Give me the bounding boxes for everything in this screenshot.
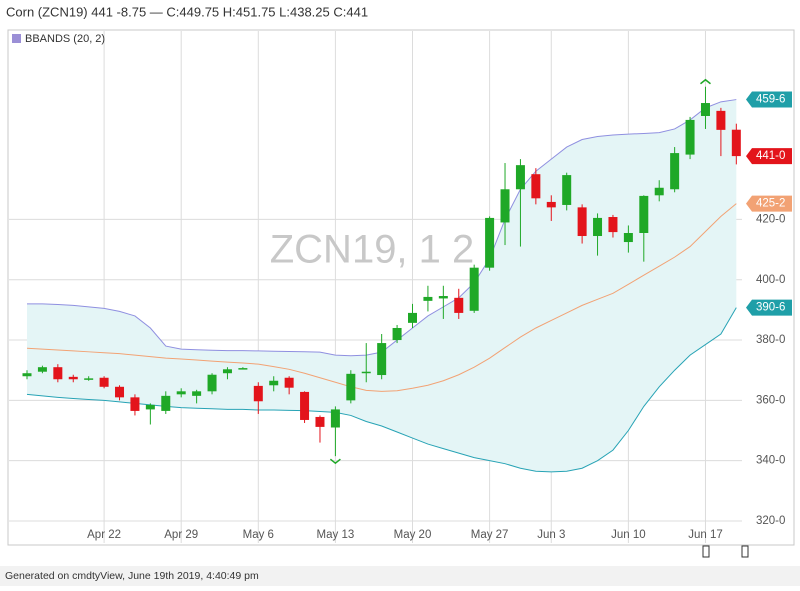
- candle-body: [222, 369, 232, 374]
- x-tick-label: May 27: [471, 529, 509, 541]
- candle-body: [361, 371, 371, 374]
- candle-body: [469, 267, 479, 311]
- candle-body: [438, 296, 448, 299]
- candle-body: [377, 343, 387, 376]
- candle-body: [392, 327, 402, 341]
- candle-body: [176, 391, 186, 395]
- candle-body: [99, 377, 109, 387]
- band-fill: [27, 99, 737, 472]
- candle-body: [577, 207, 587, 237]
- price-marker: [746, 195, 792, 212]
- candle-body: [22, 373, 32, 377]
- price-marker: [746, 91, 792, 108]
- candle-body: [315, 416, 325, 427]
- price-marker: [746, 148, 792, 165]
- y-tick-label: 400-0: [756, 274, 785, 286]
- candle-body: [654, 187, 664, 196]
- y-tick-label: 340-0: [756, 455, 785, 467]
- candle-body: [423, 296, 433, 301]
- x-tick-label: Apr 29: [164, 529, 198, 541]
- candle-body: [37, 367, 47, 372]
- y-tick-label: 420-0: [756, 213, 785, 225]
- candle-body: [685, 119, 695, 155]
- candle-body: [639, 195, 649, 233]
- candle-body: [269, 380, 279, 386]
- candle-body: [300, 391, 310, 420]
- candle-body: [238, 368, 248, 370]
- candle-body: [207, 374, 217, 392]
- candle-body: [500, 189, 510, 223]
- y-tick-label: 360-0: [756, 394, 785, 406]
- chart-title: Corn (ZCN19) 441 -8.75 — C:449.75 H:451.…: [6, 4, 368, 19]
- band-lower: [26, 307, 737, 473]
- footer-bar: [0, 566, 800, 586]
- candle-body: [346, 373, 356, 401]
- candle-body: [454, 297, 464, 313]
- x-tick-label: Jun 17: [688, 529, 723, 541]
- x-tick-label: May 13: [317, 529, 355, 541]
- x-tick-label: Jun 10: [611, 529, 646, 541]
- scroll-handle[interactable]: [702, 545, 710, 558]
- watermark: ZCN19, 1 2: [270, 228, 475, 272]
- price-marker-label: 459-6: [756, 94, 785, 106]
- candle-body: [546, 201, 556, 208]
- x-tick-label: Apr 22: [87, 529, 121, 541]
- candle-body: [53, 367, 63, 380]
- candle-body: [84, 378, 94, 380]
- legend-label: BBANDS (20, 2): [25, 33, 105, 45]
- low-marker: [329, 458, 341, 465]
- candle-body: [330, 409, 340, 428]
- candle-body: [531, 174, 541, 199]
- price-marker-label: 390-6: [756, 302, 785, 314]
- candle-body: [700, 103, 710, 116]
- candle-body: [562, 175, 572, 205]
- x-tick-label: May 6: [243, 529, 274, 541]
- y-tick-label: 380-0: [756, 334, 785, 346]
- x-tick-label: Jun 3: [537, 529, 565, 541]
- price-marker-label: 425-2: [756, 198, 785, 210]
- candle-body: [130, 397, 140, 411]
- candle-body: [68, 376, 78, 380]
- footer: Generated on cmdtyView, June 19th 2019, …: [5, 570, 259, 582]
- scroll-handles[interactable]: [702, 545, 749, 558]
- candle-body: [161, 395, 171, 411]
- candle-body: [623, 232, 633, 243]
- candle-body: [593, 217, 603, 237]
- candle-body: [284, 377, 294, 388]
- candle-body: [115, 386, 125, 398]
- candle-body: [515, 165, 525, 190]
- y-tick-label: 320-0: [756, 515, 785, 527]
- high-marker: [700, 78, 711, 85]
- price-marker: [746, 299, 792, 316]
- candle-body: [716, 110, 726, 130]
- x-tick-label: May 20: [394, 529, 432, 541]
- price-marker-label: 441-0: [756, 150, 785, 162]
- band-middle: [26, 203, 737, 392]
- candle-body: [408, 312, 417, 323]
- candle-body: [253, 385, 263, 402]
- candle-body: [145, 404, 155, 410]
- candle-body: [670, 153, 680, 190]
- candle-body: [192, 391, 202, 396]
- plot: 320-0 340-0 360-0 380-0 400-0 420-0 Apr 22 Apr …: [9, 31, 792, 543]
- legend-swatch: [12, 34, 21, 43]
- candle-body: [485, 217, 495, 268]
- candle-body: [731, 129, 741, 157]
- scroll-handle[interactable]: [741, 545, 749, 558]
- candle-body: [608, 217, 618, 233]
